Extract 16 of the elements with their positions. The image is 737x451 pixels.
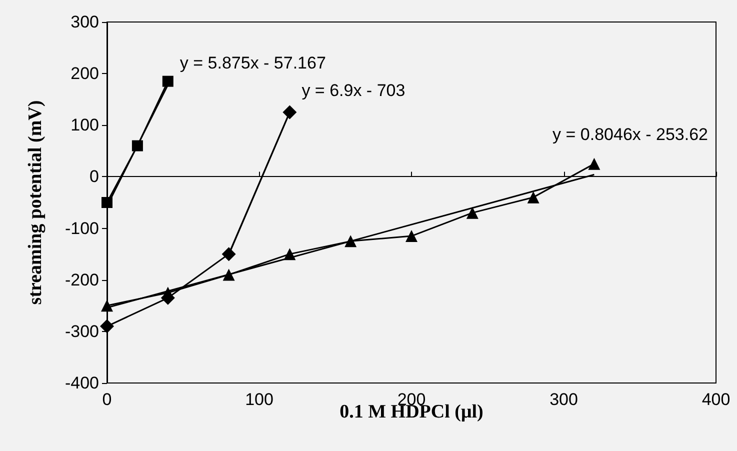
y-tick-label: 100 [70, 116, 99, 135]
annotation: y = 6.9x - 703 [302, 80, 406, 100]
x-tick-label: 400 [702, 390, 730, 409]
y-tick-label: 200 [70, 64, 99, 84]
x-tick-label: 0 [102, 390, 112, 409]
y-tick-label: -200 [64, 270, 99, 290]
y-tick-label: -100 [64, 218, 99, 238]
y-tick-label: 0 [90, 167, 99, 186]
y-tick-label: 300 [70, 12, 99, 32]
y-tick-label: -300 [64, 322, 99, 341]
annotation: y = 0.8046x - 253.62 [552, 125, 708, 144]
x-tick-label: 100 [245, 390, 274, 409]
y-axis-title: streaming potential (mV) [25, 100, 46, 305]
x-tick-label: 300 [550, 390, 578, 409]
annotation: y = 5.875x - 57.167 [180, 53, 326, 72]
y-tick-label: -400 [64, 374, 99, 392]
